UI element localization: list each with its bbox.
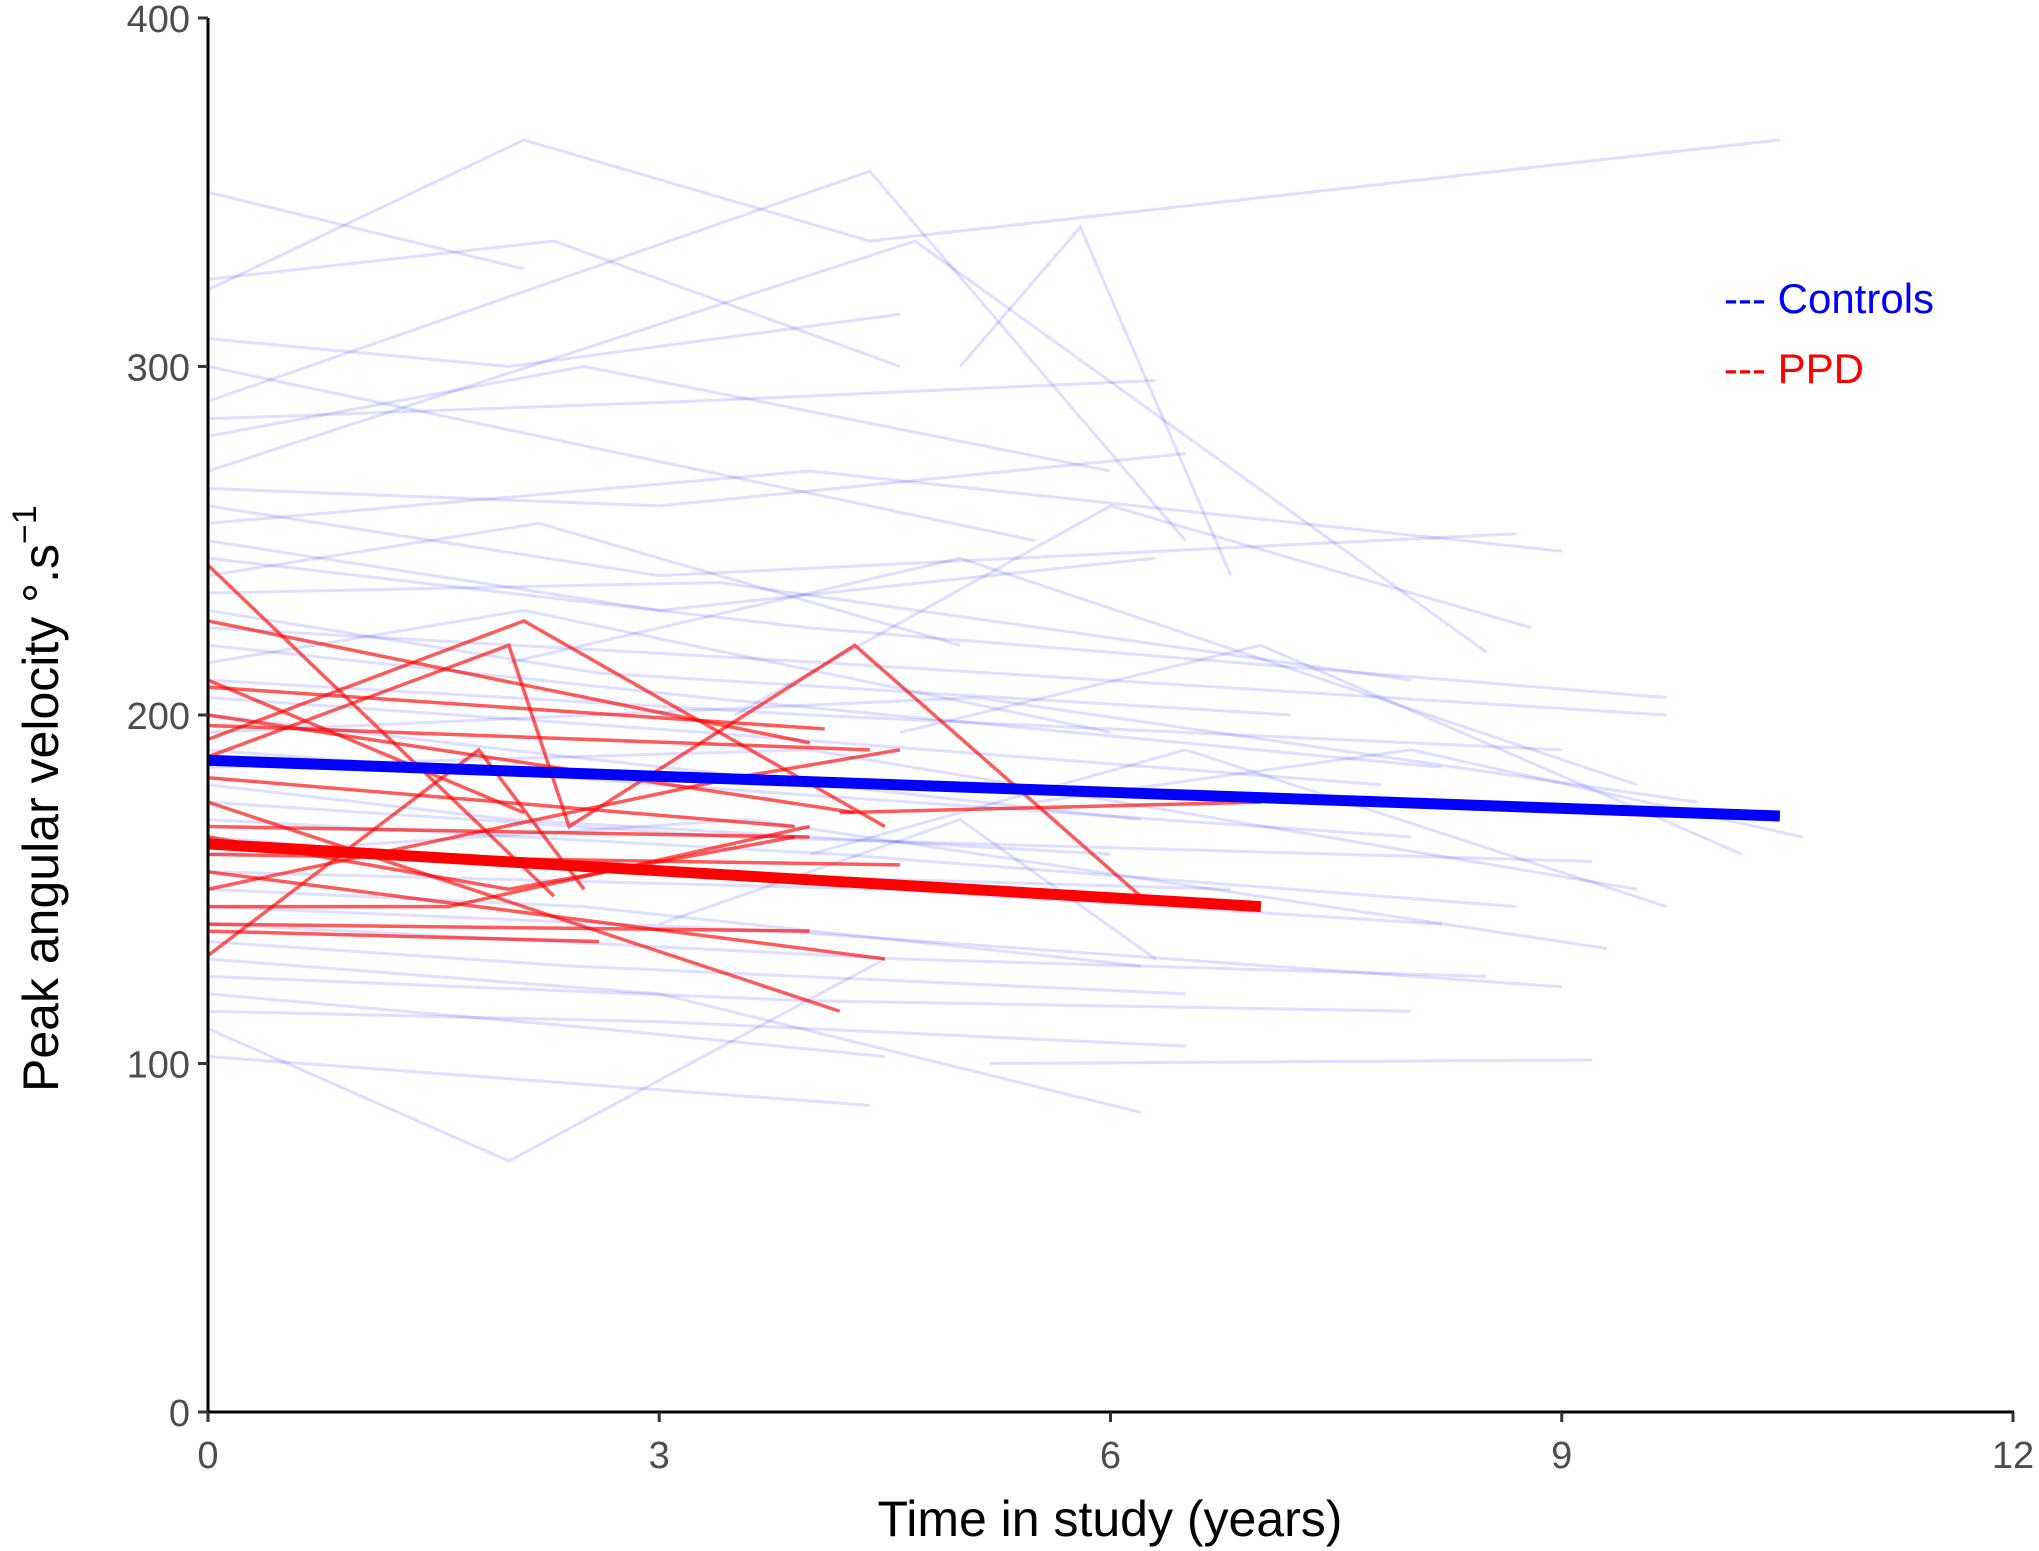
- ppd-trajectory: [207, 800, 841, 1013]
- x-ticks: 0 3 6 9 12: [197, 1412, 2034, 1477]
- ppd-mean-line: [207, 838, 1262, 913]
- ppd-trajectory: [207, 678, 525, 815]
- legend: --- Controls --- PPD: [1724, 275, 1934, 392]
- ppd-trajectory: [839, 800, 1261, 815]
- controls-trajectory: [899, 643, 1743, 856]
- x-tick-label: 0: [197, 1435, 218, 1477]
- controls-trajectory: [207, 469, 1562, 553]
- controls-trajectory: [207, 169, 1187, 542]
- controls-trajectory: [733, 504, 1533, 717]
- controls-trajectory: [207, 608, 1292, 717]
- controls-trajectory: [207, 696, 1382, 787]
- ppd-trajectory: [207, 775, 795, 829]
- controls-trajectory: [207, 940, 1186, 996]
- controls-trajectory: [207, 378, 1156, 421]
- controls-trajectory: [958, 224, 1233, 577]
- ppd-trajectory: [207, 685, 825, 731]
- controls-trajectory: [207, 138, 1781, 292]
- controls-trajectory: [207, 818, 1608, 950]
- ppd-trajectory: [207, 824, 810, 839]
- controls-trajectory: [207, 365, 1036, 543]
- y-tick-label: 100: [127, 1045, 190, 1087]
- y-axis-label: Peak angular velocity °.s−1: [6, 505, 69, 1092]
- controls-trajectory: [207, 312, 901, 369]
- x-tick-label: 6: [1100, 1435, 1121, 1477]
- controls-trajectory: [207, 992, 886, 1059]
- y-tick-label: 400: [127, 0, 190, 41]
- controls-trajectory: [207, 783, 1111, 856]
- controls-trajectory: [207, 696, 1698, 804]
- ppd-trajectory: [206, 747, 586, 957]
- ppd-trajectory: [207, 618, 886, 829]
- controls-trajectory: [207, 957, 886, 1163]
- ppd-trajectory: [208, 824, 811, 909]
- controls-trajectory: [207, 678, 1562, 752]
- mean-lines: [207, 754, 1781, 913]
- controls-trajectory: [658, 817, 1157, 961]
- controls-trajectory: [207, 957, 1141, 1114]
- controls-trajectory: [207, 539, 1156, 612]
- controls-trajectory: [207, 581, 1412, 682]
- x-tick-label: 9: [1551, 1435, 1572, 1477]
- controls-trajectory: [508, 556, 1638, 787]
- controls-mean-line: [207, 754, 1781, 822]
- y-ticks: 0 100 200 300 400: [127, 0, 208, 1435]
- controls-trajectory: [207, 556, 1668, 700]
- controls-trajectory: [207, 974, 1412, 1013]
- controls-trajectory: [207, 748, 1638, 891]
- controls-trajectory: [207, 364, 1111, 473]
- y-tick-label: 300: [127, 348, 190, 390]
- y-axis-label-main: Peak angular velocity °.s: [13, 544, 69, 1092]
- y-tick-label: 200: [127, 696, 190, 738]
- x-tick-label: 3: [649, 1435, 670, 1477]
- controls-trajectory: [207, 452, 1186, 508]
- controls-trajectory: [207, 504, 1517, 578]
- controls-trajectory: [207, 887, 1141, 968]
- controls-trajectory: [990, 1058, 1592, 1065]
- controls-trajectory: [207, 608, 1111, 734]
- controls-trajectory: [207, 1009, 1186, 1048]
- ppd-trajectory: [207, 929, 600, 944]
- controls-trajectory: [207, 643, 1442, 769]
- legend-entry-ppd: --- PPD: [1724, 345, 1864, 392]
- y-axis-label-superscript: −1: [6, 505, 44, 544]
- trajectories: [206, 138, 1803, 1163]
- controls-trajectory: [207, 1055, 870, 1107]
- ppd-trajectory: [207, 713, 856, 815]
- controls-trajectory: [809, 748, 1668, 909]
- x-tick-label: 12: [1992, 1435, 2034, 1477]
- ppd-trajectory: [207, 870, 886, 961]
- controls-trajectory: [207, 239, 1488, 654]
- ppd-trajectory: [207, 922, 810, 933]
- y-tick-label: 0: [169, 1393, 190, 1435]
- controls-trajectory: [207, 239, 901, 368]
- controls-trajectory: [207, 521, 961, 647]
- ppd-trajectory: [207, 643, 1142, 898]
- x-axis-label: Time in study (years): [878, 1491, 1343, 1547]
- legend-entry-controls: --- Controls: [1724, 275, 1934, 322]
- controls-trajectory: [207, 190, 525, 271]
